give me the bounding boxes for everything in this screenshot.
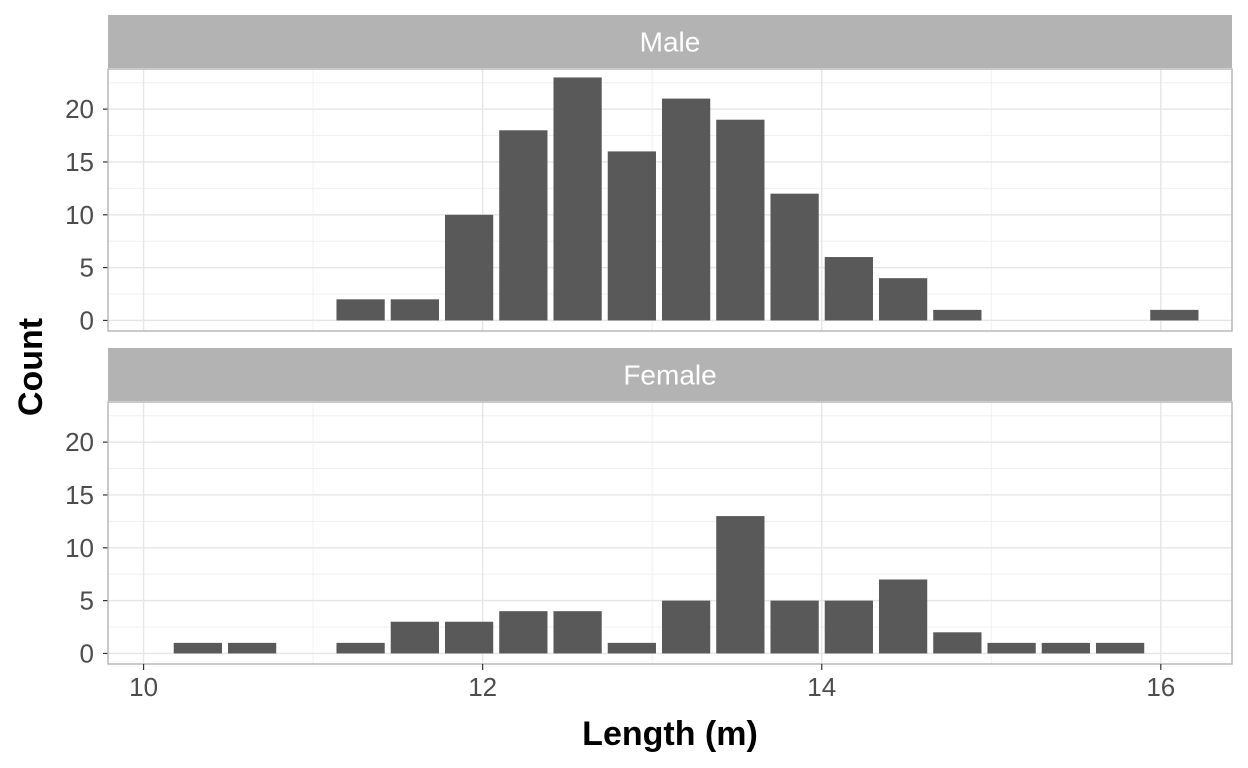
histogram-bar bbox=[770, 193, 819, 321]
histogram-bar bbox=[553, 77, 602, 321]
histogram-bar bbox=[553, 611, 602, 654]
histogram-bar bbox=[336, 642, 385, 654]
x-tick-label: 10 bbox=[129, 672, 158, 702]
histogram-bar bbox=[987, 642, 1036, 654]
y-tick-label: 0 bbox=[80, 638, 94, 668]
y-tick-label: 5 bbox=[80, 586, 94, 616]
histogram-bar bbox=[390, 299, 439, 321]
histogram-bar bbox=[499, 611, 548, 654]
histogram-bar bbox=[933, 309, 982, 321]
y-axis-title: Count bbox=[12, 318, 50, 416]
y-tick-label: 20 bbox=[65, 427, 94, 457]
x-tick-label: 14 bbox=[807, 672, 836, 702]
x-tick-label: 12 bbox=[468, 672, 497, 702]
x-axis-title: Length (m) bbox=[582, 715, 758, 753]
facet-strip-label: Male bbox=[640, 27, 701, 58]
histogram-bar bbox=[444, 214, 494, 321]
y-tick-label: 0 bbox=[80, 305, 94, 335]
histogram-bar bbox=[607, 642, 656, 654]
histogram-bar bbox=[661, 600, 711, 654]
y-tick-label: 15 bbox=[65, 147, 94, 177]
facet-panel-male: 0 5 10 15 20 Male bbox=[65, 15, 1233, 335]
histogram-bar bbox=[1041, 642, 1090, 654]
facet-strip bbox=[108, 348, 1232, 401]
histogram-bar bbox=[1150, 309, 1199, 321]
y-tick-label: 20 bbox=[65, 94, 94, 124]
histogram-bar bbox=[1095, 642, 1145, 654]
histogram-bar bbox=[878, 278, 928, 321]
facet-panel-female: 0 5 10 15 20 Female bbox=[65, 348, 1233, 668]
histogram-bar bbox=[607, 151, 656, 321]
histogram-bar bbox=[444, 621, 494, 654]
histogram-bar bbox=[878, 579, 928, 654]
y-tick-label: 10 bbox=[65, 533, 94, 563]
y-tick-label: 15 bbox=[65, 480, 94, 510]
histogram-bar bbox=[716, 516, 765, 654]
histogram-bar bbox=[499, 130, 548, 321]
panel-border bbox=[107, 401, 1233, 665]
histogram-bar bbox=[770, 600, 819, 654]
facet-strip bbox=[108, 15, 1232, 68]
histogram-bar bbox=[824, 600, 873, 654]
panel-border bbox=[107, 68, 1233, 332]
histogram-bar bbox=[716, 119, 765, 321]
histogram-bar bbox=[336, 299, 385, 321]
facet-strip-label: Female bbox=[623, 360, 716, 391]
histogram-bar bbox=[824, 257, 873, 321]
histogram-bar bbox=[173, 642, 222, 654]
y-tick-label: 10 bbox=[65, 200, 94, 230]
histogram-bar bbox=[390, 621, 439, 654]
histogram-bar bbox=[933, 632, 982, 654]
histogram-bar bbox=[227, 642, 277, 654]
y-tick-label: 5 bbox=[80, 253, 94, 283]
x-tick-label: 16 bbox=[1146, 672, 1175, 702]
histogram-bar bbox=[661, 98, 711, 321]
